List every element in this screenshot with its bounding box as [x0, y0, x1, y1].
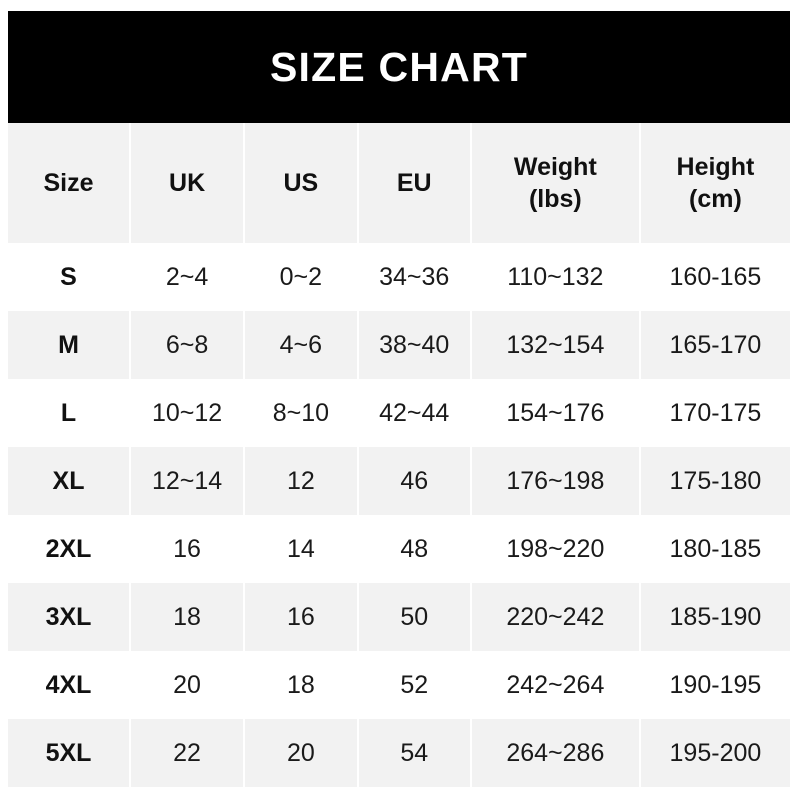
cell-us: 8~10	[244, 379, 359, 447]
table-header: Size UK US EU Weight (lbs) Height (cm)	[8, 123, 790, 243]
cell-size: S	[8, 243, 131, 311]
column-header-eu: EU	[357, 123, 472, 243]
cell-us: 16	[244, 583, 359, 651]
cell-height: 195-200	[639, 719, 790, 787]
cell-us: 4~6	[244, 311, 359, 379]
cell-height: 170-175	[639, 379, 790, 447]
cell-uk: 20	[129, 651, 246, 719]
cell-uk: 2~4	[129, 243, 246, 311]
table-header-row: Size UK US EU Weight (lbs) Height (cm)	[8, 123, 790, 243]
table-row: S 2~4 0~2 34~36 110~132 160-165	[8, 243, 790, 311]
cell-uk: 18	[129, 583, 246, 651]
cell-weight: 132~154	[470, 311, 641, 379]
column-header-size-line1: Size	[43, 169, 94, 197]
column-header-height: Height (cm)	[639, 123, 790, 243]
cell-size: 3XL	[8, 583, 131, 651]
column-header-height-line1: Height	[676, 153, 755, 181]
cell-size: L	[8, 379, 131, 447]
cell-us: 14	[244, 515, 359, 583]
column-header-eu-line1: EU	[396, 169, 432, 197]
table-row: XL 12~14 12 46 176~198 175-180	[8, 447, 790, 515]
column-header-us-line1: US	[283, 169, 319, 197]
size-chart-table: Size UK US EU Weight (lbs) Height (cm)	[8, 123, 790, 787]
table-row: M 6~8 4~6 38~40 132~154 165-170	[8, 311, 790, 379]
cell-height: 190-195	[639, 651, 790, 719]
column-header-weight-line2: (lbs)	[528, 185, 582, 213]
table-body: S 2~4 0~2 34~36 110~132 160-165 M 6~8 4~…	[8, 243, 790, 787]
size-chart: SIZE CHART Size UK US EU	[8, 11, 790, 787]
cell-eu: 38~40	[357, 311, 472, 379]
cell-uk: 10~12	[129, 379, 246, 447]
table-row: 3XL 18 16 50 220~242 185-190	[8, 583, 790, 651]
cell-height: 180-185	[639, 515, 790, 583]
table-row: 2XL 16 14 48 198~220 180-185	[8, 515, 790, 583]
cell-height: 160-165	[639, 243, 790, 311]
column-header-weight-line1: Weight	[513, 153, 597, 181]
column-header-us: US	[244, 123, 359, 243]
cell-uk: 22	[129, 719, 246, 787]
column-header-height-line2: (cm)	[689, 185, 742, 213]
cell-uk: 6~8	[129, 311, 246, 379]
table-row: 5XL 22 20 54 264~286 195-200	[8, 719, 790, 787]
cell-eu: 50	[357, 583, 472, 651]
cell-size: 4XL	[8, 651, 131, 719]
cell-weight: 242~264	[470, 651, 641, 719]
cell-eu: 52	[357, 651, 472, 719]
cell-size: M	[8, 311, 131, 379]
cell-size: 5XL	[8, 719, 131, 787]
cell-size: 2XL	[8, 515, 131, 583]
cell-uk: 12~14	[129, 447, 246, 515]
column-header-uk-line1: UK	[169, 169, 206, 197]
cell-height: 175-180	[639, 447, 790, 515]
cell-us: 20	[244, 719, 359, 787]
cell-eu: 46	[357, 447, 472, 515]
cell-us: 0~2	[244, 243, 359, 311]
table-row: 4XL 20 18 52 242~264 190-195	[8, 651, 790, 719]
page-title: SIZE CHART	[270, 43, 528, 90]
title-bar: SIZE CHART	[8, 11, 790, 123]
cell-weight: 176~198	[470, 447, 641, 515]
cell-size: XL	[8, 447, 131, 515]
cell-weight: 220~242	[470, 583, 641, 651]
column-header-uk: UK	[129, 123, 246, 243]
cell-eu: 54	[357, 719, 472, 787]
cell-eu: 42~44	[357, 379, 472, 447]
cell-eu: 48	[357, 515, 472, 583]
cell-eu: 34~36	[357, 243, 472, 311]
cell-uk: 16	[129, 515, 246, 583]
cell-weight: 154~176	[470, 379, 641, 447]
cell-weight: 110~132	[470, 243, 641, 311]
cell-height: 165-170	[639, 311, 790, 379]
cell-weight: 264~286	[470, 719, 641, 787]
cell-height: 185-190	[639, 583, 790, 651]
column-header-weight: Weight (lbs)	[470, 123, 641, 243]
cell-us: 18	[244, 651, 359, 719]
cell-weight: 198~220	[470, 515, 641, 583]
cell-us: 12	[244, 447, 359, 515]
column-header-size: Size	[8, 123, 131, 243]
table-row: L 10~12 8~10 42~44 154~176 170-175	[8, 379, 790, 447]
